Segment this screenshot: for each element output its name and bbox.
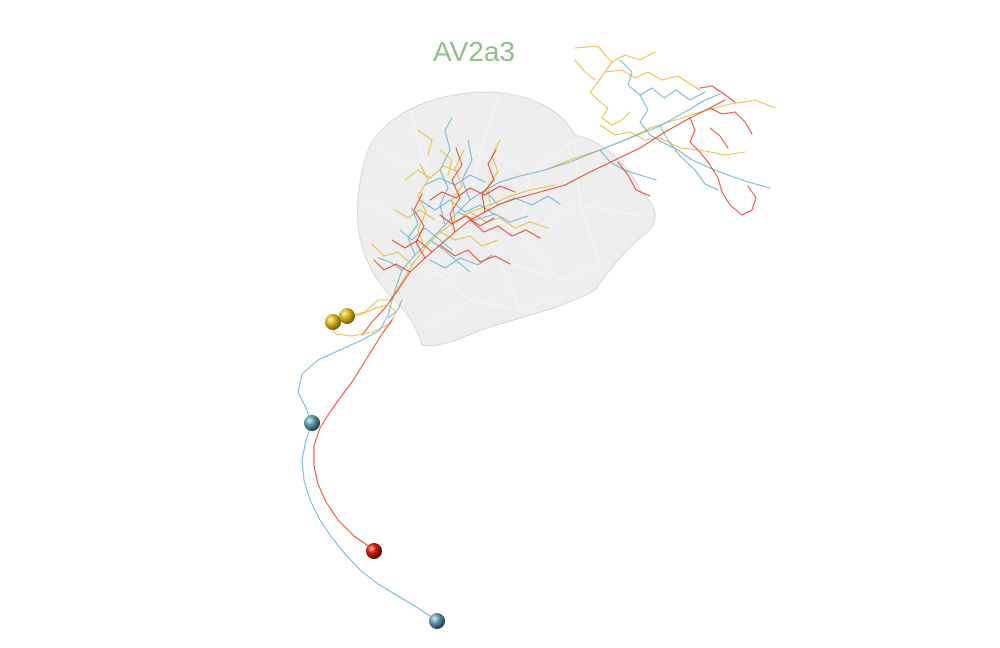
neuron-arbor-yellow — [351, 129, 556, 316]
soma-yellow-2 — [339, 308, 355, 324]
soma-blue-1 — [304, 415, 320, 431]
figure-title: AV2a3 — [433, 36, 515, 67]
soma-yellow-1 — [325, 314, 341, 330]
projection-fibers — [544, 45, 776, 216]
primary-neurites — [297, 299, 437, 621]
soma-red — [366, 543, 382, 559]
soma-blue-2 — [429, 613, 445, 629]
soma-markers — [304, 308, 445, 629]
neuropil-mesh — [356, 91, 656, 347]
